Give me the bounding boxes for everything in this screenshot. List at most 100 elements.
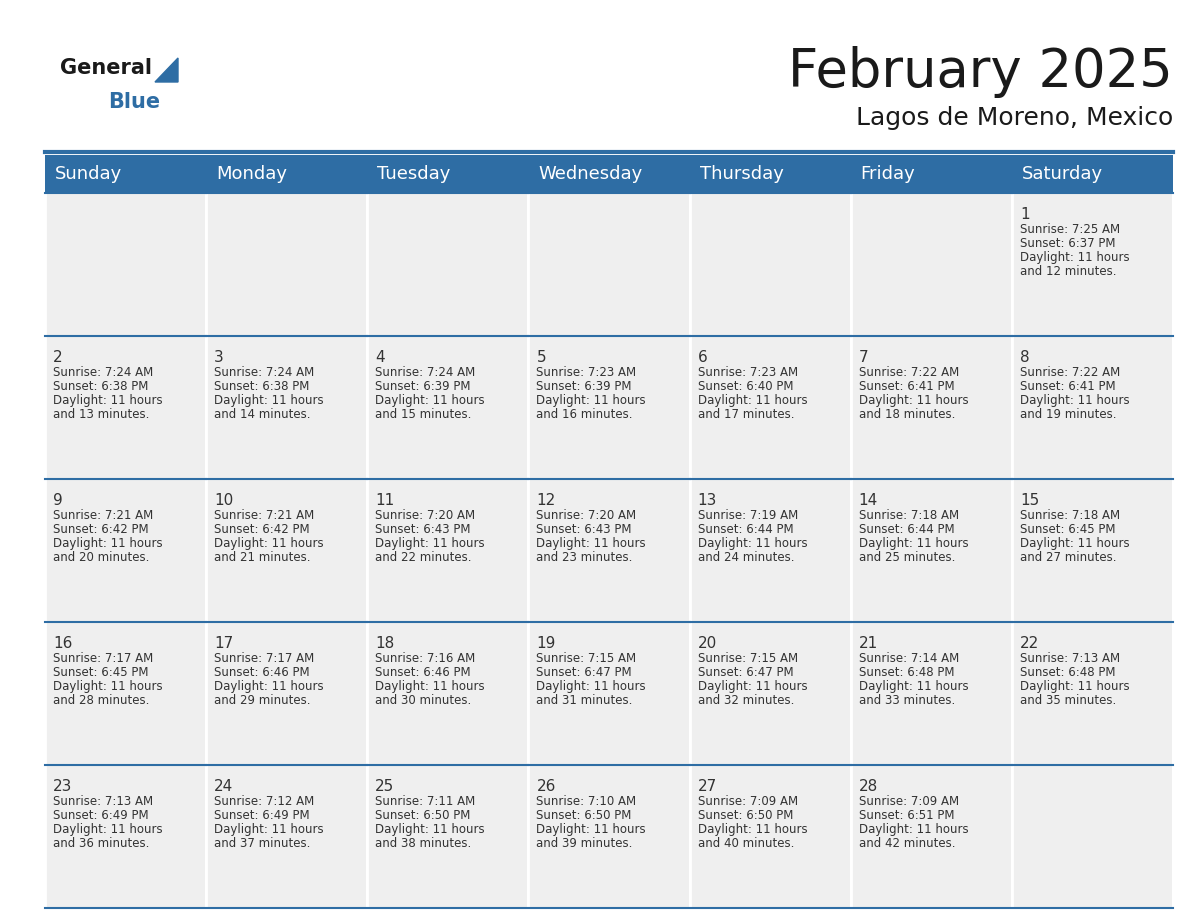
- Text: 20: 20: [697, 636, 716, 651]
- Bar: [1013, 623, 1173, 764]
- Text: and 36 minutes.: and 36 minutes.: [53, 837, 150, 850]
- Text: Sunrise: 7:13 AM: Sunrise: 7:13 AM: [53, 795, 153, 808]
- Text: and 16 minutes.: and 16 minutes.: [537, 408, 633, 421]
- Text: Sunrise: 7:18 AM: Sunrise: 7:18 AM: [859, 509, 959, 522]
- Text: 22: 22: [1019, 636, 1040, 651]
- Text: Sunset: 6:41 PM: Sunset: 6:41 PM: [859, 380, 954, 393]
- Text: and 18 minutes.: and 18 minutes.: [859, 408, 955, 421]
- Text: Sunrise: 7:09 AM: Sunrise: 7:09 AM: [697, 795, 797, 808]
- Text: Sunrise: 7:22 AM: Sunrise: 7:22 AM: [1019, 366, 1120, 379]
- Text: Tuesday: Tuesday: [378, 165, 450, 183]
- Bar: [852, 337, 1011, 478]
- Bar: [690, 766, 849, 907]
- Text: Daylight: 11 hours: Daylight: 11 hours: [375, 394, 485, 407]
- Text: and 39 minutes.: and 39 minutes.: [537, 837, 633, 850]
- Text: Sunrise: 7:13 AM: Sunrise: 7:13 AM: [1019, 652, 1120, 665]
- Bar: [46, 766, 206, 907]
- Text: Sunrise: 7:24 AM: Sunrise: 7:24 AM: [214, 366, 315, 379]
- Text: Daylight: 11 hours: Daylight: 11 hours: [697, 394, 807, 407]
- Bar: [530, 480, 689, 621]
- Text: and 35 minutes.: and 35 minutes.: [1019, 694, 1116, 707]
- Text: Sunset: 6:44 PM: Sunset: 6:44 PM: [697, 523, 794, 536]
- Text: Sunset: 6:39 PM: Sunset: 6:39 PM: [537, 380, 632, 393]
- Text: Daylight: 11 hours: Daylight: 11 hours: [697, 823, 807, 836]
- Text: Lagos de Moreno, Mexico: Lagos de Moreno, Mexico: [855, 106, 1173, 130]
- Bar: [46, 194, 206, 335]
- Text: Sunset: 6:51 PM: Sunset: 6:51 PM: [859, 809, 954, 822]
- Text: Daylight: 11 hours: Daylight: 11 hours: [537, 823, 646, 836]
- Text: Sunrise: 7:09 AM: Sunrise: 7:09 AM: [859, 795, 959, 808]
- Text: 5: 5: [537, 350, 546, 365]
- Text: Sunset: 6:48 PM: Sunset: 6:48 PM: [859, 666, 954, 679]
- Text: Sunrise: 7:20 AM: Sunrise: 7:20 AM: [375, 509, 475, 522]
- Text: Daylight: 11 hours: Daylight: 11 hours: [537, 680, 646, 693]
- Bar: [690, 337, 849, 478]
- Text: 15: 15: [1019, 493, 1040, 508]
- Text: Daylight: 11 hours: Daylight: 11 hours: [1019, 680, 1130, 693]
- Text: and 22 minutes.: and 22 minutes.: [375, 551, 472, 564]
- Bar: [852, 194, 1011, 335]
- Text: Daylight: 11 hours: Daylight: 11 hours: [697, 680, 807, 693]
- Bar: [690, 194, 849, 335]
- Text: Sunset: 6:40 PM: Sunset: 6:40 PM: [697, 380, 794, 393]
- Text: 9: 9: [53, 493, 63, 508]
- Text: and 29 minutes.: and 29 minutes.: [214, 694, 310, 707]
- Text: 10: 10: [214, 493, 233, 508]
- Text: Sunset: 6:46 PM: Sunset: 6:46 PM: [375, 666, 470, 679]
- Bar: [45, 155, 1173, 193]
- Text: Sunset: 6:38 PM: Sunset: 6:38 PM: [214, 380, 310, 393]
- Text: and 30 minutes.: and 30 minutes.: [375, 694, 472, 707]
- Text: Daylight: 11 hours: Daylight: 11 hours: [859, 537, 968, 550]
- Text: Wednesday: Wednesday: [538, 165, 643, 183]
- Text: and 21 minutes.: and 21 minutes.: [214, 551, 310, 564]
- Text: and 14 minutes.: and 14 minutes.: [214, 408, 310, 421]
- Text: and 25 minutes.: and 25 minutes.: [859, 551, 955, 564]
- Text: 6: 6: [697, 350, 707, 365]
- Bar: [1013, 766, 1173, 907]
- Text: Daylight: 11 hours: Daylight: 11 hours: [697, 537, 807, 550]
- Text: 13: 13: [697, 493, 716, 508]
- Bar: [207, 766, 366, 907]
- Text: and 40 minutes.: and 40 minutes.: [697, 837, 794, 850]
- Text: Sunrise: 7:21 AM: Sunrise: 7:21 AM: [214, 509, 315, 522]
- Text: Sunset: 6:49 PM: Sunset: 6:49 PM: [214, 809, 310, 822]
- Text: Sunrise: 7:24 AM: Sunrise: 7:24 AM: [375, 366, 475, 379]
- Text: 12: 12: [537, 493, 556, 508]
- Text: Sunset: 6:37 PM: Sunset: 6:37 PM: [1019, 237, 1116, 250]
- Text: and 15 minutes.: and 15 minutes.: [375, 408, 472, 421]
- Text: 23: 23: [53, 779, 72, 794]
- Text: Sunset: 6:38 PM: Sunset: 6:38 PM: [53, 380, 148, 393]
- Text: Sunrise: 7:23 AM: Sunrise: 7:23 AM: [537, 366, 637, 379]
- Text: Sunrise: 7:15 AM: Sunrise: 7:15 AM: [537, 652, 637, 665]
- Bar: [368, 194, 527, 335]
- Bar: [852, 480, 1011, 621]
- Text: Sunrise: 7:14 AM: Sunrise: 7:14 AM: [859, 652, 959, 665]
- Text: Sunrise: 7:17 AM: Sunrise: 7:17 AM: [53, 652, 153, 665]
- Text: 18: 18: [375, 636, 394, 651]
- Text: Daylight: 11 hours: Daylight: 11 hours: [53, 537, 163, 550]
- Text: 26: 26: [537, 779, 556, 794]
- Text: Sunset: 6:43 PM: Sunset: 6:43 PM: [375, 523, 470, 536]
- Text: 19: 19: [537, 636, 556, 651]
- Text: Sunrise: 7:22 AM: Sunrise: 7:22 AM: [859, 366, 959, 379]
- Text: 7: 7: [859, 350, 868, 365]
- Text: Daylight: 11 hours: Daylight: 11 hours: [214, 680, 324, 693]
- Bar: [1013, 194, 1173, 335]
- Text: Daylight: 11 hours: Daylight: 11 hours: [53, 823, 163, 836]
- Text: 16: 16: [53, 636, 72, 651]
- Text: and 33 minutes.: and 33 minutes.: [859, 694, 955, 707]
- Text: and 42 minutes.: and 42 minutes.: [859, 837, 955, 850]
- Bar: [530, 623, 689, 764]
- Text: Sunset: 6:41 PM: Sunset: 6:41 PM: [1019, 380, 1116, 393]
- Text: Sunset: 6:45 PM: Sunset: 6:45 PM: [1019, 523, 1116, 536]
- Text: 24: 24: [214, 779, 233, 794]
- Text: Daylight: 11 hours: Daylight: 11 hours: [375, 537, 485, 550]
- Text: Sunrise: 7:19 AM: Sunrise: 7:19 AM: [697, 509, 798, 522]
- Text: Daylight: 11 hours: Daylight: 11 hours: [859, 394, 968, 407]
- Text: February 2025: February 2025: [789, 46, 1173, 98]
- Polygon shape: [154, 58, 178, 82]
- Text: Daylight: 11 hours: Daylight: 11 hours: [1019, 537, 1130, 550]
- Text: Daylight: 11 hours: Daylight: 11 hours: [1019, 251, 1130, 264]
- Text: Friday: Friday: [861, 165, 916, 183]
- Bar: [46, 337, 206, 478]
